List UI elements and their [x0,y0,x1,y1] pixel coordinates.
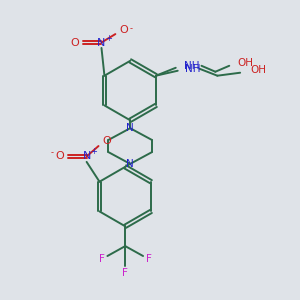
Text: -: - [50,148,53,158]
Text: F: F [98,254,104,264]
Text: N: N [82,152,91,161]
Text: -: - [130,24,133,33]
Text: NH: NH [185,64,200,74]
Text: N: N [97,38,106,47]
Text: F: F [146,254,152,264]
Text: O: O [56,152,64,161]
Text: OH: OH [250,65,266,75]
Text: O: O [102,136,111,146]
Text: N: N [126,159,134,169]
Text: N: N [126,123,134,133]
Text: +: + [90,148,97,157]
Text: NH: NH [184,61,199,71]
Text: F: F [122,268,128,278]
Text: OH: OH [237,58,253,68]
Text: +: + [105,34,112,43]
Text: O: O [119,25,128,34]
Text: O: O [70,38,79,47]
